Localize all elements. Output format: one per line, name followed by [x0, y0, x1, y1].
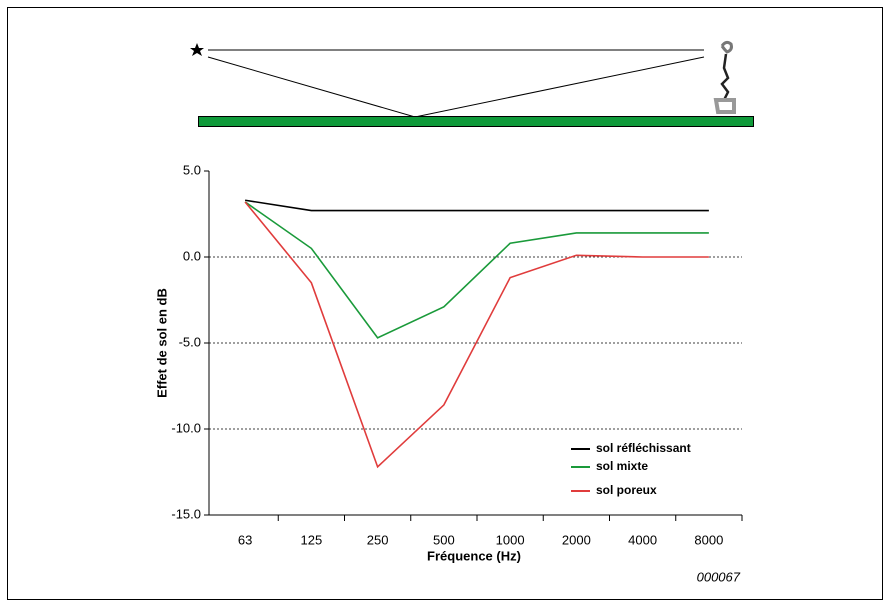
y-tick-label: 0.0	[183, 248, 201, 263]
diagram	[190, 40, 754, 127]
y-tick-label: -5.0	[179, 334, 201, 349]
series-line	[244, 201, 709, 339]
ground	[198, 116, 754, 127]
y-tick-label: -10.0	[171, 420, 201, 435]
x-tick-label: 63	[238, 532, 252, 547]
legend-label: sol réfléchissant	[596, 441, 691, 455]
frame	[7, 7, 883, 600]
legend-label: sol poreux	[596, 483, 657, 497]
y-tick-label: -15.0	[171, 506, 201, 521]
x-tick-label: 125	[301, 532, 323, 547]
x-tick-label: 4000	[628, 532, 657, 547]
y-axis-label: Effet de sol en dB	[154, 288, 169, 398]
x-axis-label: Fréquence (Hz)	[427, 548, 521, 563]
x-tick-label: 250	[367, 532, 389, 547]
series-line	[244, 201, 709, 469]
x-tick-label: 1000	[496, 532, 525, 547]
listener	[713, 40, 736, 114]
x-tick-label: 8000	[694, 532, 723, 547]
series-line	[245, 199, 709, 212]
reflected-ray	[207, 56, 705, 118]
y-tick-label: 5.0	[183, 162, 201, 177]
x-tick-label: 2000	[562, 532, 591, 547]
legend-label: sol mixte	[596, 459, 648, 473]
annotation: 000067	[697, 569, 741, 584]
x-tick-label: 500	[433, 532, 455, 547]
source-star	[190, 43, 204, 56]
